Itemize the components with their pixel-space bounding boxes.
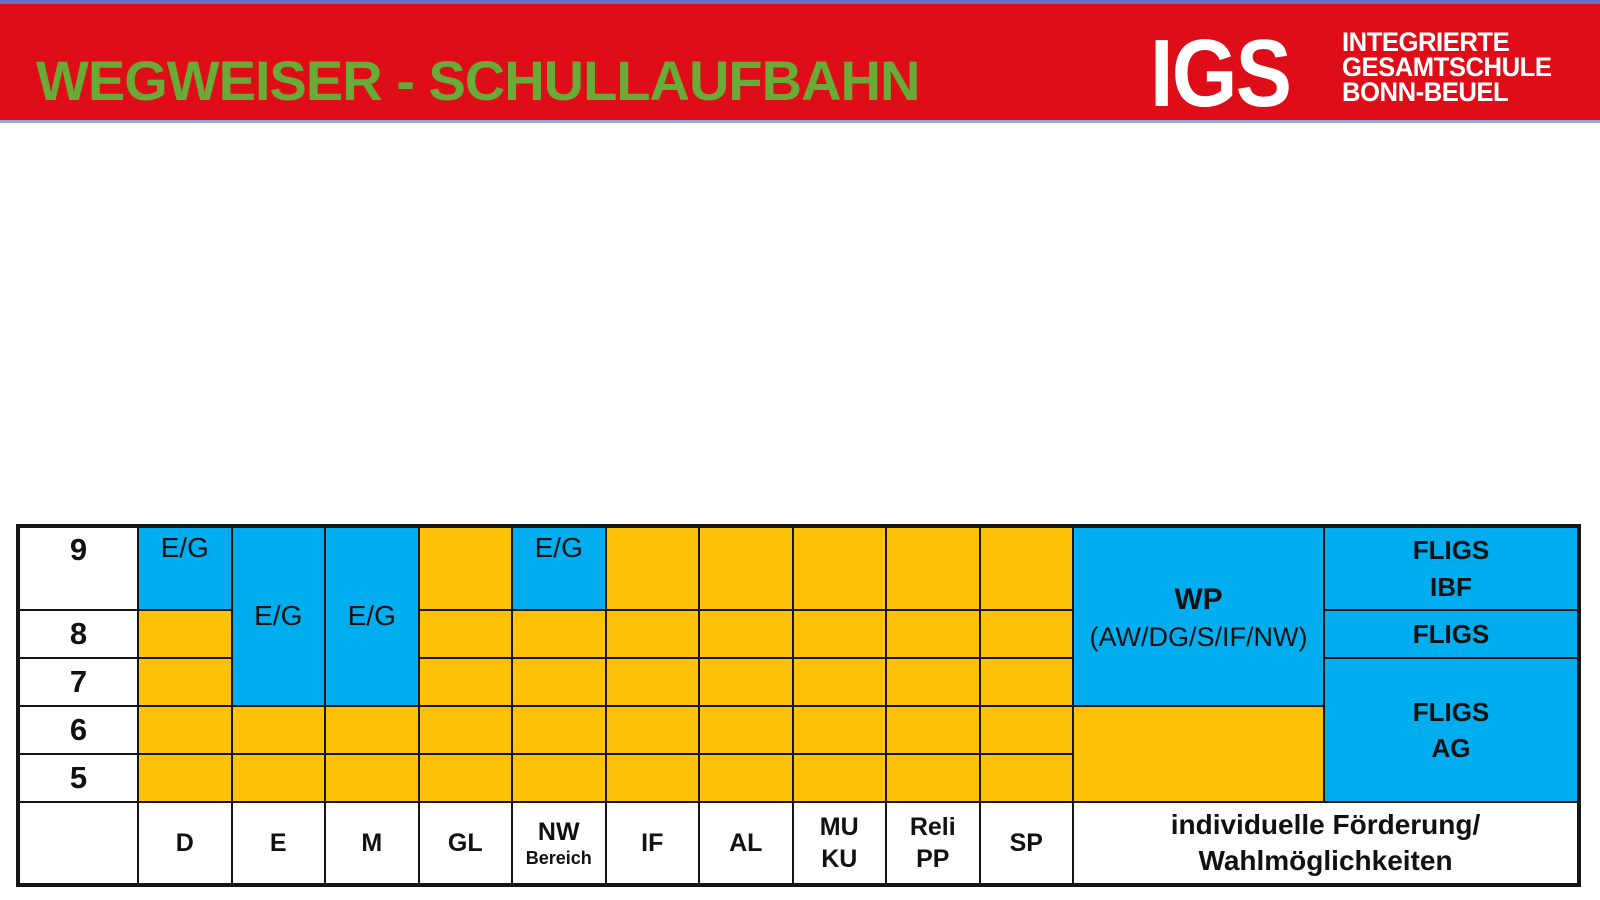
cell-al-7 bbox=[699, 658, 793, 706]
logo-line-2: GESAMTSCHULE bbox=[1342, 52, 1552, 82]
cell-d-8 bbox=[138, 610, 232, 658]
cell-e-9to7-eg: E/G bbox=[231, 527, 325, 706]
page-title: WEGWEISER - SCHULLAUFBAHN bbox=[36, 49, 920, 112]
cell-m-9to7-eg: E/G bbox=[325, 527, 419, 706]
cell-gl-9 bbox=[418, 527, 512, 610]
header-nw: NW Bereich bbox=[512, 802, 606, 884]
cell-al-9 bbox=[699, 527, 793, 610]
cell-reli-6 bbox=[886, 706, 980, 754]
header-m: M bbox=[325, 802, 419, 884]
grade-label-7: 7 bbox=[19, 658, 138, 706]
grade-label-5: 5 bbox=[19, 754, 138, 802]
cell-al-8 bbox=[699, 610, 793, 658]
cell-nw-5 bbox=[512, 754, 606, 802]
cell-gl-5 bbox=[418, 754, 512, 802]
cell-sp-5 bbox=[979, 754, 1073, 802]
cell-gl-8 bbox=[418, 610, 512, 658]
cell-fligs: FLIGS bbox=[1324, 610, 1578, 658]
cell-nw-9-eg: E/G bbox=[512, 527, 606, 610]
header-mu-ku: MU KU bbox=[792, 802, 886, 884]
cell-nw-7 bbox=[512, 658, 606, 706]
cell-mu-7 bbox=[792, 658, 886, 706]
cell-al-6 bbox=[699, 706, 793, 754]
header-e: E bbox=[231, 802, 325, 884]
cell-nw-8 bbox=[512, 610, 606, 658]
schullaufbahn-table: 9 8 7 6 5 E/G D E/G E E/G M GL E/G bbox=[16, 524, 1581, 887]
cell-mu-8 bbox=[792, 610, 886, 658]
header-sp: SP bbox=[979, 802, 1073, 884]
cell-d-7 bbox=[138, 658, 232, 706]
cell-if-9 bbox=[605, 527, 699, 610]
cell-sp-9 bbox=[979, 527, 1073, 610]
cell-sp-8 bbox=[979, 610, 1073, 658]
cell-mu-5 bbox=[792, 754, 886, 802]
grade-label-9: 9 bbox=[19, 527, 138, 610]
header-al: AL bbox=[699, 802, 793, 884]
cell-fligs-ibf: FLIGS IBF bbox=[1324, 527, 1578, 610]
cell-al-5 bbox=[699, 754, 793, 802]
cell-if-5 bbox=[605, 754, 699, 802]
title-banner: WEGWEISER - SCHULLAUFBAHN IGS INTEGRIERT… bbox=[0, 0, 1600, 123]
cell-wp-6to5 bbox=[1073, 706, 1324, 802]
cell-e-5 bbox=[231, 754, 325, 802]
cell-if-6 bbox=[605, 706, 699, 754]
cell-d-5 bbox=[138, 754, 232, 802]
cell-d-9-eg: E/G bbox=[138, 527, 232, 610]
header-empty-cell bbox=[19, 802, 138, 884]
cell-reli-8 bbox=[886, 610, 980, 658]
header-if: IF bbox=[605, 802, 699, 884]
header-reli-pp: Reli PP bbox=[886, 802, 980, 884]
cell-if-7 bbox=[605, 658, 699, 706]
cell-reli-5 bbox=[886, 754, 980, 802]
cell-sp-7 bbox=[979, 658, 1073, 706]
grade-label-8: 8 bbox=[19, 610, 138, 658]
cell-gl-6 bbox=[418, 706, 512, 754]
grade-label-6: 6 bbox=[19, 706, 138, 754]
cell-reli-9 bbox=[886, 527, 980, 610]
cell-mu-6 bbox=[792, 706, 886, 754]
cell-nw-6 bbox=[512, 706, 606, 754]
cell-d-6 bbox=[138, 706, 232, 754]
cell-mu-9 bbox=[792, 527, 886, 610]
cell-if-8 bbox=[605, 610, 699, 658]
cell-fligs-ag: FLIGS AG bbox=[1324, 658, 1578, 802]
cell-wp-9to7: WP (AW/DG/S/IF/NW) bbox=[1073, 527, 1324, 706]
igs-logo: IGS bbox=[1150, 20, 1292, 127]
cell-e-6 bbox=[231, 706, 325, 754]
cell-gl-7 bbox=[418, 658, 512, 706]
header-d: D bbox=[138, 802, 232, 884]
cell-sp-6 bbox=[979, 706, 1073, 754]
cell-m-5 bbox=[325, 754, 419, 802]
cell-m-6 bbox=[325, 706, 419, 754]
cell-reli-7 bbox=[886, 658, 980, 706]
footer-foerderung-cell: individuelle Förderung/ Wahlmöglichkeite… bbox=[1073, 802, 1578, 884]
igs-logo-text: INTEGRIERTE GESAMTSCHULE BONN-BEUEL bbox=[1342, 27, 1552, 107]
logo-line-1: INTEGRIERTE bbox=[1342, 27, 1510, 57]
header-gl: GL bbox=[418, 802, 512, 884]
logo-line-3: BONN-BEUEL bbox=[1342, 77, 1509, 107]
